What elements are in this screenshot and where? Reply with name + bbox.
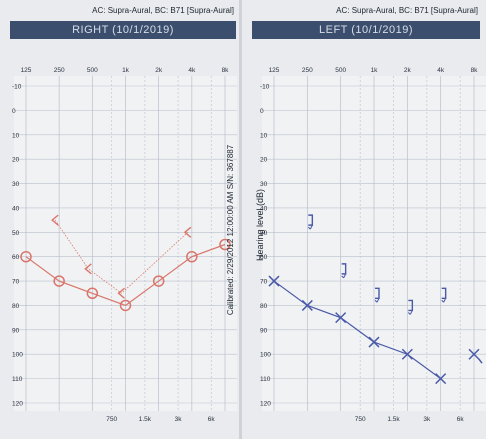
right-x-top-tick-label: 8k <box>222 67 230 74</box>
left-y-tick-label: -10 <box>260 84 270 91</box>
left-x-bottom-tick-label: 750 <box>355 416 366 423</box>
right-y-tick-label: 90 <box>12 327 20 334</box>
left-x-top-tick-label: 2k <box>404 67 412 74</box>
right-y-tick-label: 30 <box>12 181 20 188</box>
left-y-tick-label: 60 <box>260 254 268 261</box>
left-bc-bracket-point <box>341 263 347 275</box>
left-y-tick-label: 80 <box>260 303 268 310</box>
right-y-tick-label: 100 <box>12 352 23 359</box>
right-x-bottom-tick-label: 6k <box>208 416 216 423</box>
left-x-top-tick-label: 4k <box>437 67 445 74</box>
right-ac-circle-point <box>186 250 198 263</box>
left-ac-line <box>273 280 442 380</box>
left-ac-x-point <box>301 299 313 311</box>
right-x-top-tick-label: 250 <box>54 67 65 74</box>
right-ac-circle-point <box>152 275 165 287</box>
right-y-tick-label: 0 <box>12 108 16 115</box>
left-y-tick-label: 120 <box>260 401 271 408</box>
left-ear-panel: AC: Supra-Aural, BC: B71 [Supra-Aural] L… <box>242 0 486 439</box>
left-x-top-tick-label: 125 <box>269 67 280 74</box>
right-bc-bracket-point <box>183 226 192 238</box>
left-bc-bracket-point <box>408 299 414 312</box>
left-bc-bracket-point <box>375 287 380 299</box>
y-axis-label: Hearing level (dB) <box>255 188 265 262</box>
left-bc-arrow <box>374 298 380 303</box>
right-y-tick-label: 50 <box>12 230 20 237</box>
right-bc-bracket-point <box>84 263 92 275</box>
right-y-tick-label: 60 <box>12 254 20 261</box>
calibration-text: Calibrated: 2/29/2012 12:00:00 AM S/N: 3… <box>225 144 235 316</box>
right-y-tick-label: 20 <box>12 157 20 164</box>
right-bc-bracket-point <box>117 287 125 299</box>
right-ac-circle-point <box>53 275 65 287</box>
left-ac-x-point <box>368 336 380 348</box>
right-y-tick-label: 10 <box>12 132 20 139</box>
right-header-info: AC: Supra-Aural, BC: B71 [Supra-Aural] <box>92 6 234 15</box>
left-title-bar: LEFT (10/1/2019) <box>252 21 480 39</box>
left-x-top-tick-label: 500 <box>335 67 346 74</box>
right-ear-panel: AC: Supra-Aural, BC: B71 [Supra-Aural] R… <box>0 0 242 439</box>
right-bc-bracket-point <box>51 214 59 226</box>
right-title-bar: RIGHT (10/1/2019) <box>10 21 236 39</box>
right-x-bottom-tick-label: 3k <box>175 416 183 423</box>
left-x-top-tick-label: 8k <box>471 67 479 74</box>
left-y-tick-label: 30 <box>260 181 268 188</box>
left-x-top-tick-label: 1k <box>371 67 379 74</box>
right-x-top-tick-label: 125 <box>21 67 32 74</box>
left-x-top-tick-label: 250 <box>302 67 313 74</box>
right-audiogram: -10 0 10 20 30 40 50 60 70 80 90 100 110 120 125 250 500… <box>12 67 237 423</box>
right-y-tick-label: 40 <box>12 205 20 212</box>
left-x-bottom-tick-label: 3k <box>423 416 431 423</box>
right-ac-circle-point <box>86 287 99 300</box>
right-x-bottom-tick-label: 1.5k <box>139 416 152 423</box>
left-ac-noresponse-point <box>468 348 483 364</box>
left-ac-x-point <box>335 312 347 324</box>
left-bc-arrow <box>307 224 313 230</box>
left-x-bottom-tick-label: 1.5k <box>387 416 400 423</box>
left-header-info: AC: Supra-Aural, BC: B71 [Supra-Aural] <box>336 6 478 15</box>
right-y-tick-label: 70 <box>12 279 20 286</box>
left-bc-arrow <box>441 298 447 303</box>
left-ac-x-point <box>401 348 413 360</box>
left-y-tick-label: 0 <box>260 108 264 115</box>
right-ac-circle-point <box>219 238 231 251</box>
panel-divider <box>239 0 242 439</box>
right-ac-circle-point <box>119 299 132 312</box>
right-ac-line <box>25 243 226 307</box>
right-y-tick-label: -10 <box>12 84 22 91</box>
left-y-tick-label: 110 <box>260 376 271 383</box>
right-y-tick-label: 80 <box>12 303 20 310</box>
left-x-bottom-tick-label: 6k <box>457 416 465 423</box>
left-ac-x-point <box>268 275 280 287</box>
left-bc-bracket-point <box>308 214 314 226</box>
right-x-top-tick-label: 4k <box>188 67 196 74</box>
left-y-tick-label: 20 <box>260 157 268 164</box>
left-y-tick-label: 70 <box>260 279 268 286</box>
right-bc-line <box>54 219 189 294</box>
right-y-tick-label: 110 <box>12 376 23 383</box>
right-y-tick-label: 120 <box>12 401 23 408</box>
left-y-tick-label: 10 <box>260 132 268 139</box>
right-x-top-tick-label: 2k <box>155 67 163 74</box>
left-ac-x-point <box>435 373 447 385</box>
right-x-top-tick-label: 1k <box>122 67 130 74</box>
right-x-top-tick-label: 500 <box>87 67 98 74</box>
left-y-tick-label: 40 <box>260 205 268 212</box>
left-bc-bracket-point <box>441 287 447 299</box>
left-bc-arrow <box>341 273 347 279</box>
left-y-tick-label: 100 <box>260 352 271 359</box>
left-audiogram: -10 0 10 20 30 40 50 60 70 80 90 100 110 120 125 250 500… <box>260 67 486 423</box>
left-y-tick-label: 90 <box>260 327 268 334</box>
right-ac-circle-point <box>20 250 32 263</box>
left-bc-arrow <box>407 310 413 315</box>
right-x-bottom-tick-label: 750 <box>106 416 117 423</box>
left-y-tick-label: 50 <box>260 230 268 237</box>
